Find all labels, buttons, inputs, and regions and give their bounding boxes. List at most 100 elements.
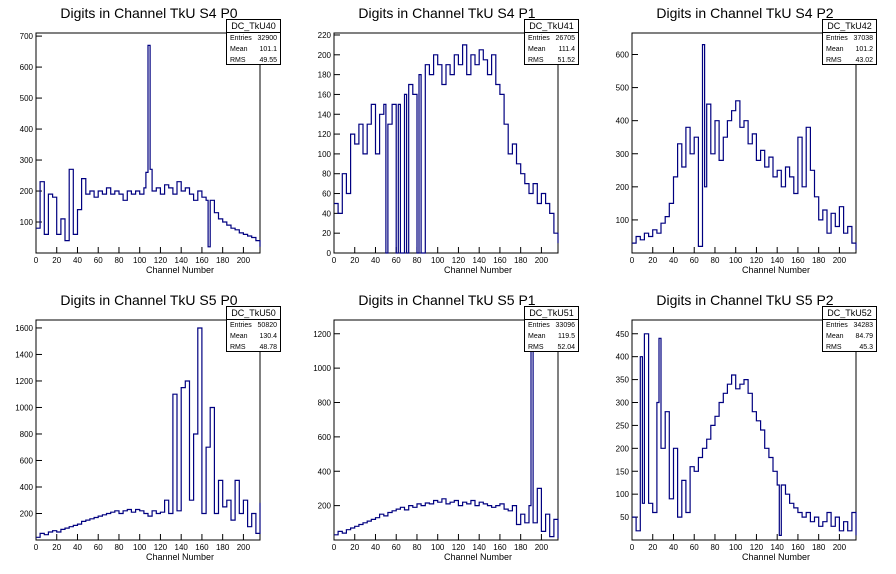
y-tick-label: 180	[318, 71, 332, 80]
x-tick-label: 120	[452, 256, 466, 265]
stats-value: 26705	[555, 35, 575, 42]
stats-value: 37038	[853, 35, 873, 42]
stats-box: DC_TkU51 Entries 33096 Mean 119.5 RMS 52.04	[524, 306, 579, 352]
stats-value: 49.55	[259, 57, 277, 64]
stats-value: 45.3	[859, 344, 873, 351]
histogram-pad-4: Digits in Channel TkU S5 P0 0 20 40 60 80 100 1…	[0, 287, 298, 574]
plot-frame	[631, 319, 857, 541]
y-tick-label: 600	[318, 433, 332, 442]
y-tick-label: 1000	[313, 364, 331, 373]
stats-key: Entries	[230, 35, 252, 42]
x-axis-label: Channel Number	[742, 552, 810, 562]
x-tick-label: 20	[52, 543, 61, 552]
y-tick-label: 50	[620, 513, 629, 522]
stats-entries: Entries 26705	[525, 33, 578, 44]
histogram-plot: 0 20 40 60 80 100 120 140 160 180 200 50 100 150 200 25…	[616, 319, 857, 562]
stats-value: 130.4	[259, 333, 277, 340]
stats-rms: RMS 48.78	[227, 342, 280, 353]
x-tick-label: 140	[473, 543, 487, 552]
histogram-plot: 0 20 40 60 80 100 120 140 160 180 200 200 400 600 800 1…	[313, 319, 559, 562]
plot-frame	[333, 319, 559, 541]
x-tick-label: 160	[195, 256, 209, 265]
histogram-series-line	[334, 346, 559, 539]
y-tick-label: 1200	[313, 330, 331, 339]
x-tick-label: 120	[750, 256, 764, 265]
y-tick-label: 400	[20, 125, 34, 134]
stats-histogram-name: DC_TkU52	[823, 307, 876, 320]
histogram-series-line	[36, 44, 261, 248]
y-tick-label: 160	[318, 90, 332, 99]
stats-entries: Entries 34283	[823, 320, 876, 331]
histogram-series-line	[334, 44, 559, 254]
plot-frame	[631, 32, 857, 254]
stats-key: Mean	[826, 333, 844, 340]
x-axis-label: Channel Number	[146, 552, 214, 562]
stats-box: DC_TkU52 Entries 34283 Mean 84.79 RMS 45.3	[822, 306, 877, 352]
x-tick-label: 200	[833, 256, 847, 265]
histogram-pad-5: Digits in Channel TkU S5 P1 0 20 40 60 80 100 1…	[298, 287, 596, 574]
y-tick-label: 800	[318, 399, 332, 408]
x-tick-label: 100	[729, 543, 743, 552]
x-tick-label: 0	[332, 543, 337, 552]
x-tick-label: 100	[133, 256, 147, 265]
x-tick-label: 100	[729, 256, 743, 265]
y-tick-label: 1200	[15, 377, 33, 386]
x-tick-label: 80	[115, 256, 124, 265]
stats-box: DC_TkU50 Entries 50820 Mean 130.4 RMS 48.78	[226, 306, 281, 352]
stats-histogram-name: DC_TkU42	[823, 20, 876, 33]
x-tick-label: 120	[750, 543, 764, 552]
x-tick-label: 80	[413, 256, 422, 265]
x-tick-label: 120	[154, 543, 168, 552]
x-tick-label: 180	[812, 256, 826, 265]
stats-value: 111.4	[558, 46, 575, 53]
y-tick-label: 1600	[15, 324, 33, 333]
x-tick-label: 200	[535, 543, 549, 552]
x-tick-label: 40	[669, 543, 678, 552]
stats-key: RMS	[826, 57, 842, 64]
stats-value: 52.04	[557, 344, 575, 351]
y-tick-label: 1000	[15, 403, 33, 412]
histogram-title: Digits in Channel TkU S4 P1	[358, 5, 536, 21]
x-tick-label: 120	[452, 543, 466, 552]
y-tick-label: 600	[20, 456, 34, 465]
histogram-title: Digits in Channel TkU S5 P2	[656, 292, 834, 308]
x-tick-label: 140	[175, 543, 189, 552]
x-tick-label: 60	[392, 256, 401, 265]
x-tick-label: 0	[630, 543, 635, 552]
x-tick-label: 40	[73, 256, 82, 265]
plot-frame	[333, 32, 559, 254]
x-tick-label: 200	[535, 256, 549, 265]
stats-key: Entries	[826, 322, 848, 329]
x-tick-label: 160	[791, 543, 805, 552]
x-axis-label: Channel Number	[146, 265, 214, 275]
stats-key: Entries	[230, 322, 252, 329]
stats-key: RMS	[230, 57, 246, 64]
y-tick-label: 600	[616, 51, 630, 60]
y-tick-label: 100	[20, 218, 34, 227]
stats-key: RMS	[528, 344, 544, 351]
x-tick-label: 80	[711, 543, 720, 552]
x-tick-label: 160	[791, 256, 805, 265]
stats-entries: Entries 37038	[823, 33, 876, 44]
y-tick-label: 350	[616, 376, 630, 385]
x-tick-label: 0	[34, 543, 39, 552]
x-tick-label: 20	[350, 543, 359, 552]
x-tick-label: 120	[154, 256, 168, 265]
y-tick-label: 400	[616, 117, 630, 126]
stats-value: 43.02	[855, 57, 873, 64]
x-tick-label: 180	[514, 256, 528, 265]
y-tick-label: 80	[322, 170, 331, 179]
stats-entries: Entries 50820	[227, 320, 280, 331]
x-tick-label: 60	[94, 543, 103, 552]
x-tick-label: 180	[216, 256, 230, 265]
histogram-title: Digits in Channel TkU S4 P2	[656, 5, 834, 21]
stats-key: RMS	[230, 344, 246, 351]
x-tick-label: 180	[812, 543, 826, 552]
x-tick-label: 0	[630, 256, 635, 265]
x-tick-label: 0	[332, 256, 337, 265]
x-tick-label: 140	[175, 256, 189, 265]
x-tick-label: 200	[237, 256, 251, 265]
x-tick-label: 80	[115, 543, 124, 552]
y-tick-label: 300	[616, 150, 630, 159]
histogram-pad-3: Digits in Channel TkU S4 P2 0 20 40 60 80 100 1…	[596, 0, 894, 287]
